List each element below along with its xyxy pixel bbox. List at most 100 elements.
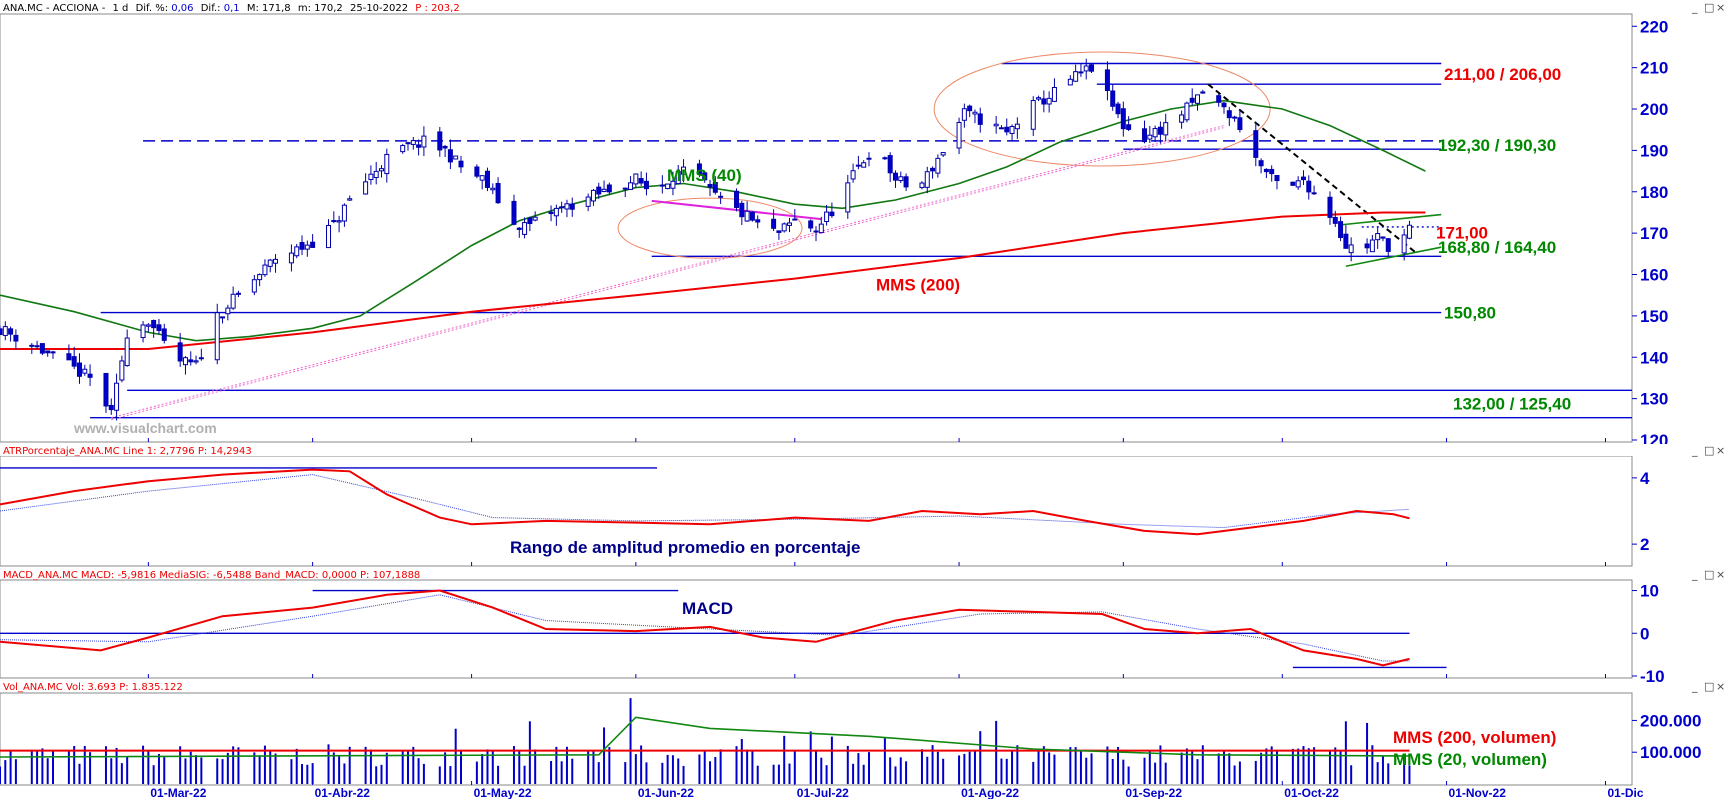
atr-signal-line bbox=[0, 474, 1410, 529]
candle bbox=[919, 182, 925, 189]
y-tick-label: 0 bbox=[1640, 624, 1649, 643]
candle bbox=[1120, 108, 1126, 130]
price-annotation: 150,80 bbox=[1444, 304, 1496, 323]
y-tick-label: 130 bbox=[1640, 390, 1668, 409]
candle bbox=[559, 206, 565, 209]
candle bbox=[262, 264, 268, 276]
candle bbox=[50, 351, 56, 354]
minimize-icon[interactable]: _ bbox=[1691, 568, 1698, 581]
candle bbox=[755, 219, 761, 223]
trend-line bbox=[1207, 83, 1416, 253]
candle bbox=[824, 211, 830, 222]
candle bbox=[326, 224, 332, 249]
candle bbox=[140, 324, 146, 339]
candle bbox=[220, 316, 226, 319]
price-panel: ANA.MC - ACCIONA - 1 d Dif. %: 0,06 Dif.… bbox=[0, 3, 1668, 450]
candle bbox=[707, 184, 713, 188]
candle bbox=[850, 170, 856, 180]
candle bbox=[1364, 243, 1370, 249]
candle bbox=[1311, 192, 1317, 195]
candle bbox=[1232, 116, 1238, 119]
price-window-buttons[interactable]: _ □ × bbox=[1691, 1, 1725, 14]
candle bbox=[1073, 71, 1079, 82]
candle bbox=[638, 178, 644, 184]
candle bbox=[479, 175, 485, 181]
pattern-ellipse bbox=[617, 197, 803, 259]
close-icon[interactable]: × bbox=[1716, 680, 1725, 693]
candle bbox=[1380, 236, 1386, 239]
candle bbox=[474, 166, 480, 177]
minimize-icon[interactable]: _ bbox=[1691, 680, 1698, 693]
maximize-icon[interactable]: □ bbox=[1704, 680, 1714, 693]
candle bbox=[744, 210, 750, 222]
close-icon[interactable]: × bbox=[1716, 568, 1725, 581]
candle bbox=[299, 242, 305, 250]
candle bbox=[34, 345, 40, 348]
maximize-icon[interactable]: □ bbox=[1704, 1, 1714, 14]
volume-window-buttons[interactable]: _ □ × bbox=[1691, 680, 1725, 693]
y-tick-label: 4 bbox=[1640, 469, 1650, 488]
candle bbox=[961, 108, 967, 121]
candle bbox=[103, 372, 109, 407]
candle bbox=[892, 172, 898, 181]
maximize-icon[interactable]: □ bbox=[1704, 444, 1714, 457]
candle bbox=[1343, 233, 1349, 249]
candle bbox=[776, 230, 782, 233]
close-icon[interactable]: × bbox=[1716, 444, 1725, 457]
candle bbox=[628, 182, 634, 190]
candle bbox=[304, 244, 310, 250]
minimize-icon[interactable]: _ bbox=[1691, 444, 1698, 457]
x-tick-label: 01-Ago-22 bbox=[961, 786, 1019, 799]
candle bbox=[87, 373, 93, 378]
candle bbox=[1338, 221, 1344, 238]
candle bbox=[866, 157, 872, 160]
minimize-icon[interactable]: _ bbox=[1691, 1, 1698, 14]
atr-window-buttons[interactable]: _ □ × bbox=[1691, 444, 1725, 457]
candle bbox=[930, 167, 936, 172]
candle bbox=[1300, 176, 1306, 181]
candle bbox=[39, 343, 45, 354]
candle bbox=[310, 241, 316, 248]
candle bbox=[119, 360, 125, 381]
close-icon[interactable]: × bbox=[1716, 1, 1725, 14]
candle bbox=[1200, 91, 1206, 94]
candle bbox=[1051, 87, 1057, 102]
y-tick-label: 140 bbox=[1640, 348, 1668, 367]
candle bbox=[230, 293, 236, 309]
candle bbox=[405, 142, 411, 145]
candle bbox=[1306, 180, 1312, 193]
candle bbox=[516, 227, 522, 230]
maximize-icon[interactable]: □ bbox=[1704, 568, 1714, 581]
macd-window-buttons[interactable]: _ □ × bbox=[1691, 568, 1725, 581]
candle bbox=[384, 153, 390, 175]
candle bbox=[490, 187, 496, 191]
candle bbox=[1004, 126, 1010, 133]
candle bbox=[1152, 128, 1158, 138]
candle bbox=[341, 204, 347, 222]
candle bbox=[495, 183, 501, 204]
atr-panel: ATRPorcentaje_ANA.MC Line 1: 2,7796 P: 1… bbox=[0, 444, 1730, 567]
candle bbox=[288, 252, 294, 264]
candle bbox=[45, 350, 51, 354]
candle bbox=[1253, 130, 1259, 158]
price-annotation: MMS (40) bbox=[667, 166, 742, 185]
candle bbox=[702, 172, 708, 181]
candle bbox=[882, 157, 888, 160]
price-annotation: 168,80 / 164,40 bbox=[1438, 238, 1556, 257]
price-annotation: 171,00 bbox=[1436, 223, 1488, 242]
x-tick-label: 01-Sep-22 bbox=[1125, 786, 1182, 799]
candle bbox=[484, 170, 490, 188]
candle bbox=[347, 198, 353, 201]
candle bbox=[2, 326, 8, 336]
candle bbox=[511, 200, 517, 225]
candle bbox=[659, 184, 665, 187]
x-tick-label: 01-Dic bbox=[1608, 786, 1644, 799]
candle bbox=[845, 182, 851, 213]
candle bbox=[993, 123, 999, 127]
candle bbox=[1401, 234, 1407, 254]
x-tick-label: 01-Oct-22 bbox=[1284, 786, 1339, 799]
candle bbox=[564, 203, 570, 210]
price-annotation: 132,00 / 125,40 bbox=[1453, 395, 1571, 414]
candle bbox=[1041, 98, 1047, 105]
candle bbox=[675, 171, 681, 185]
